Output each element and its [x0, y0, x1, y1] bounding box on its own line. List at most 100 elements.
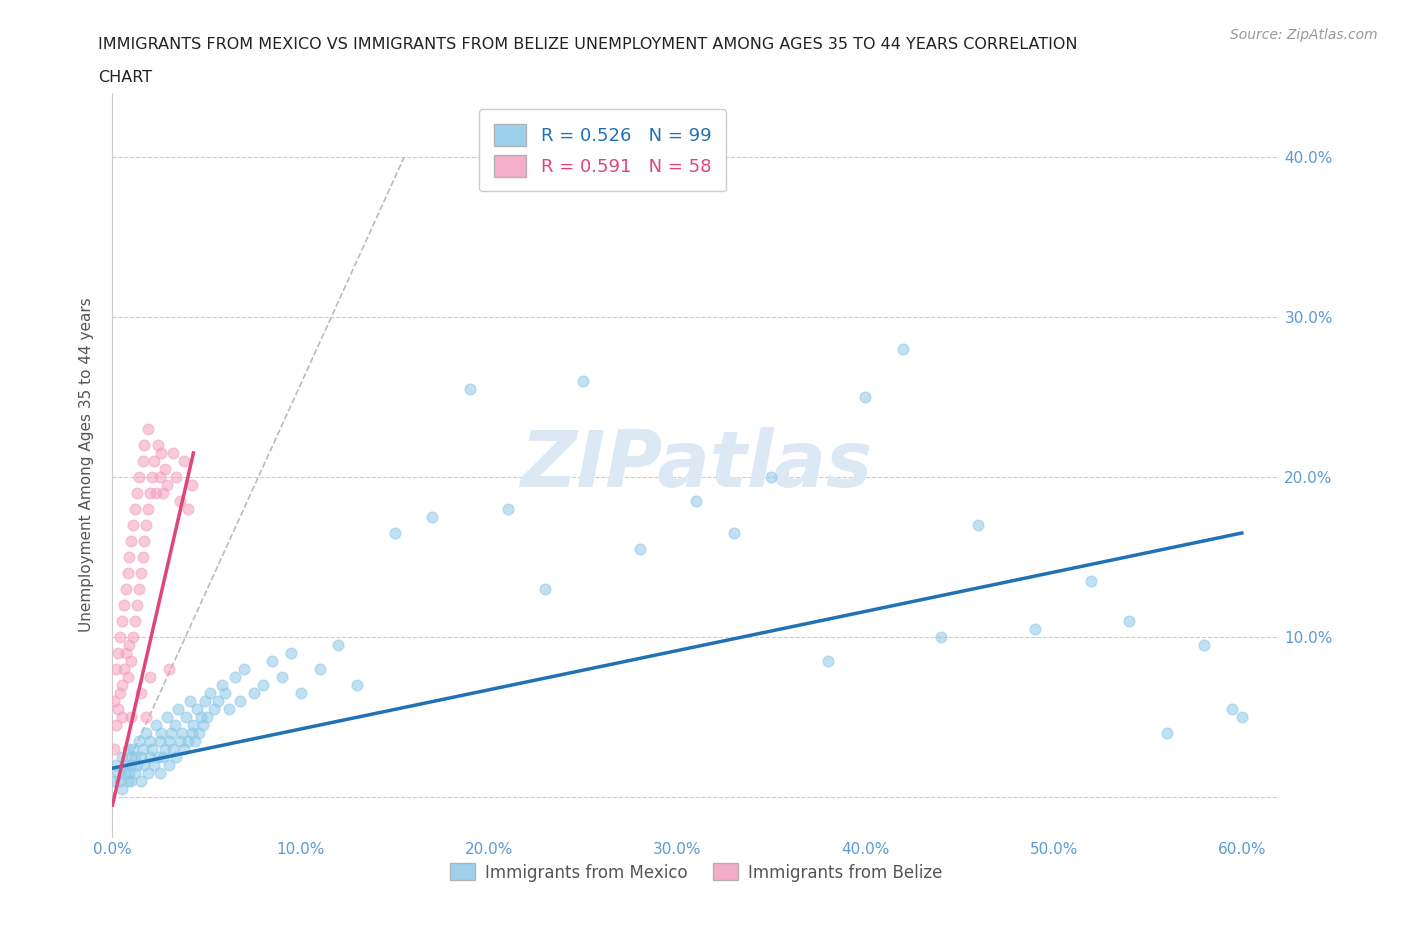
Point	[141, 470, 163, 485]
Point	[233, 661, 256, 676]
Point	[120, 750, 142, 764]
Text: IMMIGRANTS FROM MEXICO VS IMMIGRANTS FROM BELIZE UNEMPLOYMENT AMONG AGES 35 TO 4: IMMIGRANTS FROM MEXICO VS IMMIGRANTS FRO…	[98, 37, 1078, 52]
Point	[628, 541, 651, 556]
Point	[1118, 614, 1140, 629]
Point	[183, 718, 205, 733]
Point	[157, 734, 180, 749]
Text: Source: ZipAtlas.com: Source: ZipAtlas.com	[1230, 28, 1378, 42]
Y-axis label: Unemployment Among Ages 35 to 44 years: Unemployment Among Ages 35 to 44 years	[79, 298, 94, 632]
Point	[157, 758, 180, 773]
Point	[122, 741, 145, 756]
Point	[195, 710, 218, 724]
Point	[136, 501, 159, 516]
Point	[723, 525, 745, 540]
Point	[111, 781, 134, 796]
Point	[252, 678, 274, 693]
Point	[162, 445, 184, 460]
Point	[117, 741, 139, 756]
Point	[150, 725, 173, 740]
Point	[117, 565, 139, 580]
Point	[148, 470, 170, 485]
Point	[1080, 574, 1102, 589]
Point	[120, 758, 142, 773]
Point	[131, 741, 153, 756]
Point	[1192, 638, 1215, 653]
Point	[422, 510, 444, 525]
Point	[114, 758, 136, 773]
Point	[128, 581, 150, 596]
Point	[166, 470, 188, 485]
Point	[224, 670, 246, 684]
Point	[124, 765, 146, 780]
Point	[105, 661, 128, 676]
Point	[111, 678, 134, 693]
Point	[139, 734, 162, 749]
Point	[112, 598, 135, 613]
Point	[129, 750, 152, 764]
Point	[122, 630, 145, 644]
Point	[129, 774, 152, 789]
Point	[184, 734, 207, 749]
Point	[125, 758, 148, 773]
Point	[112, 661, 135, 676]
Point	[152, 750, 174, 764]
Point	[117, 774, 139, 789]
Point	[120, 774, 142, 789]
Point	[173, 454, 195, 469]
Point	[967, 518, 990, 533]
Point	[891, 341, 914, 356]
Point	[242, 685, 264, 700]
Point	[111, 750, 134, 764]
Point	[1156, 725, 1178, 740]
Point	[111, 614, 134, 629]
Point	[152, 485, 174, 500]
Point	[146, 437, 169, 452]
Point	[153, 461, 176, 476]
Point	[141, 741, 163, 756]
Point	[131, 454, 153, 469]
Point	[167, 701, 190, 716]
Point	[191, 718, 214, 733]
Point	[103, 741, 125, 756]
Point	[148, 765, 170, 780]
Point	[1024, 621, 1046, 636]
Point	[160, 725, 183, 740]
Point	[173, 741, 195, 756]
Point	[328, 638, 350, 653]
Point	[139, 750, 162, 764]
Point	[120, 534, 142, 549]
Point	[118, 765, 141, 780]
Point	[194, 694, 217, 709]
Point	[190, 710, 212, 724]
Point	[270, 670, 292, 684]
Point	[162, 741, 184, 756]
Point	[112, 765, 135, 780]
Point	[124, 614, 146, 629]
Point	[135, 710, 157, 724]
Point	[129, 565, 152, 580]
Point	[111, 710, 134, 724]
Point	[200, 685, 222, 700]
Point	[929, 630, 952, 644]
Point	[120, 710, 142, 724]
Point	[122, 518, 145, 533]
Point	[458, 381, 481, 396]
Legend: Immigrants from Mexico, Immigrants from Belize: Immigrants from Mexico, Immigrants from …	[443, 857, 949, 888]
Point	[169, 494, 191, 509]
Point	[108, 630, 131, 644]
Point	[761, 470, 783, 485]
Point	[229, 694, 252, 709]
Point	[120, 654, 142, 669]
Point	[107, 765, 129, 780]
Point	[124, 750, 146, 764]
Point	[177, 501, 200, 516]
Point	[163, 718, 186, 733]
Point	[103, 774, 125, 789]
Point	[177, 734, 200, 749]
Point	[139, 485, 162, 500]
Point	[384, 525, 406, 540]
Point	[172, 725, 194, 740]
Point	[103, 694, 125, 709]
Point	[169, 734, 191, 749]
Point	[188, 725, 211, 740]
